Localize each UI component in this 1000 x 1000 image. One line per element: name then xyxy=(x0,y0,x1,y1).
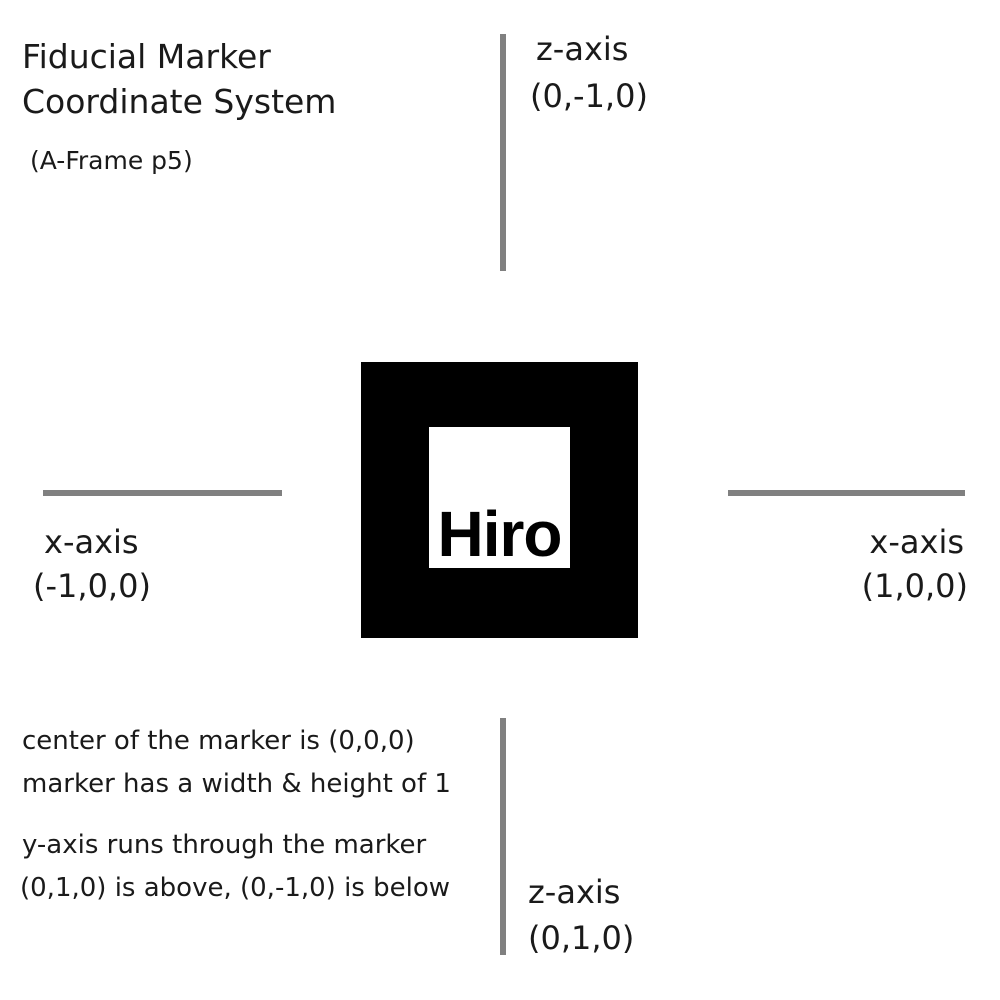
z-axis-negative-line xyxy=(500,34,506,271)
z-axis-bottom-label: z-axis xyxy=(528,873,621,911)
x-axis-left-coords: (-1,0,0) xyxy=(33,567,151,605)
note-above-below: (0,1,0) is above, (0,-1,0) is below xyxy=(20,873,451,903)
x-axis-left-label: x-axis xyxy=(44,523,139,561)
x-axis-right-label: x-axis xyxy=(869,523,964,561)
x-axis-positive-line xyxy=(728,490,965,496)
diagram-title-line-2: Coordinate System xyxy=(22,82,337,121)
hiro-marker-inner-square: Hiro xyxy=(429,427,570,568)
diagram-subtitle: (A-Frame p5) xyxy=(30,146,193,175)
x-axis-right-coords: (1,0,0) xyxy=(861,567,968,605)
note-size: marker has a width & height of 1 xyxy=(22,769,451,799)
hiro-marker: Hiro xyxy=(361,362,638,638)
z-axis-positive-line xyxy=(500,718,506,955)
hiro-marker-label: Hiro xyxy=(437,498,563,570)
x-axis-negative-line xyxy=(43,490,282,496)
z-axis-bottom-coords: (0,1,0) xyxy=(528,919,635,957)
diagram-title-line-1: Fiducial Marker xyxy=(22,37,271,76)
note-center: center of the marker is (0,0,0) xyxy=(22,726,415,756)
z-axis-top-label: z-axis xyxy=(536,30,629,68)
note-y-axis: y-axis runs through the marker xyxy=(22,830,427,860)
z-axis-top-coords: (0,-1,0) xyxy=(530,77,648,115)
